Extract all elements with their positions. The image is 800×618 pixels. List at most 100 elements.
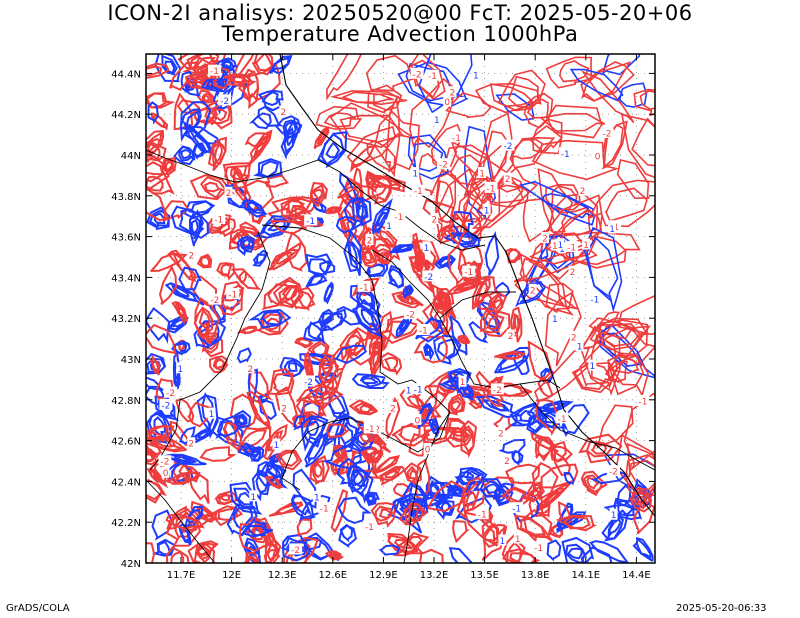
negative-advection-contour: [602, 54, 641, 76]
positive-advection-contour: [632, 484, 655, 535]
positive-advection-contour: [452, 430, 468, 441]
longitude-tick-label: 12.3E: [268, 570, 297, 581]
positive-advection-contour: [325, 423, 350, 439]
positive-advection-contour: [285, 231, 308, 272]
positive-advection-contour: [559, 60, 590, 83]
negative-advection-contour: [347, 241, 363, 271]
positive-advection-contour: [485, 316, 499, 331]
negative-advection-contour: [251, 469, 271, 502]
positive-advection-contour: [639, 90, 655, 112]
positive-advection-contour: [449, 399, 462, 413]
positive-advection-contour: [398, 502, 429, 526]
positive-advection-contour: [213, 505, 244, 527]
positive-advection-contour: [374, 110, 420, 178]
positive-advection-contour: [146, 65, 163, 77]
positive-advection-contour: [384, 470, 398, 479]
positive-advection-contour: [146, 92, 171, 109]
negative-advection-contour: [153, 212, 166, 227]
contour-label: 2: [578, 184, 587, 197]
negative-advection-contour: [351, 373, 390, 389]
svg-text:-2: -2: [210, 296, 219, 306]
positive-advection-contour: [310, 184, 327, 204]
negative-advection-contour: [186, 110, 200, 131]
negative-advection-contour: [253, 158, 283, 179]
contour-label: 1: [176, 362, 185, 375]
contour-label: -1: [317, 502, 331, 515]
positive-advection-contour: [171, 471, 202, 484]
positive-advection-contour: [206, 103, 231, 125]
positive-advection-contour: [150, 113, 168, 129]
svg-text:2: 2: [571, 333, 577, 343]
negative-advection-contour: [242, 445, 261, 458]
negative-advection-contour: [308, 258, 330, 277]
positive-advection-contour: [337, 445, 345, 460]
positive-advection-contour: [246, 129, 273, 168]
positive-advection-contour: [195, 505, 215, 522]
positive-advection-contour: [479, 310, 511, 338]
positive-advection-contour: [406, 395, 425, 411]
svg-text:2: 2: [570, 268, 576, 278]
positive-advection-contour: [146, 175, 164, 192]
negative-advection-contour: [321, 312, 333, 326]
negative-advection-contour: [304, 431, 328, 468]
positive-advection-contour: [164, 161, 174, 171]
svg-text:2: 2: [542, 234, 548, 244]
positive-advection-contour: [318, 359, 334, 381]
negative-advection-contour: [200, 78, 232, 93]
contour-label: 2: [569, 330, 578, 343]
region-border-marche: [371, 249, 516, 319]
positive-advection-contour: [232, 75, 248, 84]
positive-advection-contour: [266, 549, 277, 562]
svg-text:1: 1: [611, 511, 617, 521]
coastline: [279, 54, 655, 517]
positive-advection-contour: [632, 490, 652, 510]
negative-advection-contour: [388, 267, 405, 289]
contour-label: -2: [159, 398, 173, 411]
negative-advection-contour: [244, 447, 257, 456]
map-frame: [145, 53, 656, 564]
negative-advection-contour: [343, 229, 362, 276]
negative-advection-contour: [405, 286, 412, 295]
contour-label: 2: [373, 423, 382, 436]
svg-text:1: 1: [577, 343, 583, 353]
negative-advection-contour: [248, 112, 272, 130]
negative-advection-contour: [252, 249, 269, 267]
svg-text:2: 2: [248, 365, 254, 375]
positive-advection-contour: [311, 188, 324, 201]
svg-text:-1: -1: [210, 67, 219, 77]
contour-label: 2: [279, 401, 288, 414]
positive-advection-contour: [520, 517, 548, 539]
positive-advection-contour: [620, 113, 655, 179]
svg-text:2: 2: [280, 108, 286, 118]
contour-label: -1: [450, 131, 464, 144]
negative-advection-contour: [259, 461, 282, 486]
negative-advection-contour: [293, 415, 306, 431]
svg-text:-2: -2: [304, 378, 313, 388]
positive-advection-contour: [283, 536, 319, 563]
positive-advection-contour: [392, 531, 430, 557]
positive-advection-contour: [603, 123, 624, 168]
svg-text:-1: -1: [487, 184, 496, 194]
positive-advection-contour: [146, 171, 175, 195]
svg-text:2: 2: [188, 440, 194, 450]
svg-text:1: 1: [499, 537, 505, 547]
positive-advection-contour: [580, 61, 632, 102]
positive-advection-contour: [365, 170, 380, 194]
positive-advection-contour: [633, 88, 655, 117]
positive-advection-contour: [243, 551, 260, 563]
negative-advection-contour: [180, 70, 202, 97]
positive-advection-contour: [539, 112, 606, 132]
negative-advection-contour: [256, 160, 280, 179]
contour-label: 1: [588, 359, 597, 372]
svg-text:-1: -1: [534, 544, 543, 554]
negative-advection-contour: [223, 60, 233, 69]
negative-advection-contour: [498, 438, 526, 454]
positive-advection-contour: [266, 429, 284, 452]
positive-advection-contour: [367, 174, 393, 205]
negative-advection-contour: [561, 536, 595, 563]
positive-advection-contour: [489, 83, 536, 107]
negative-advection-contour: [480, 482, 500, 494]
svg-text:1: 1: [424, 244, 430, 254]
svg-text:-1: -1: [512, 505, 521, 515]
contour-label: -2: [600, 126, 614, 139]
